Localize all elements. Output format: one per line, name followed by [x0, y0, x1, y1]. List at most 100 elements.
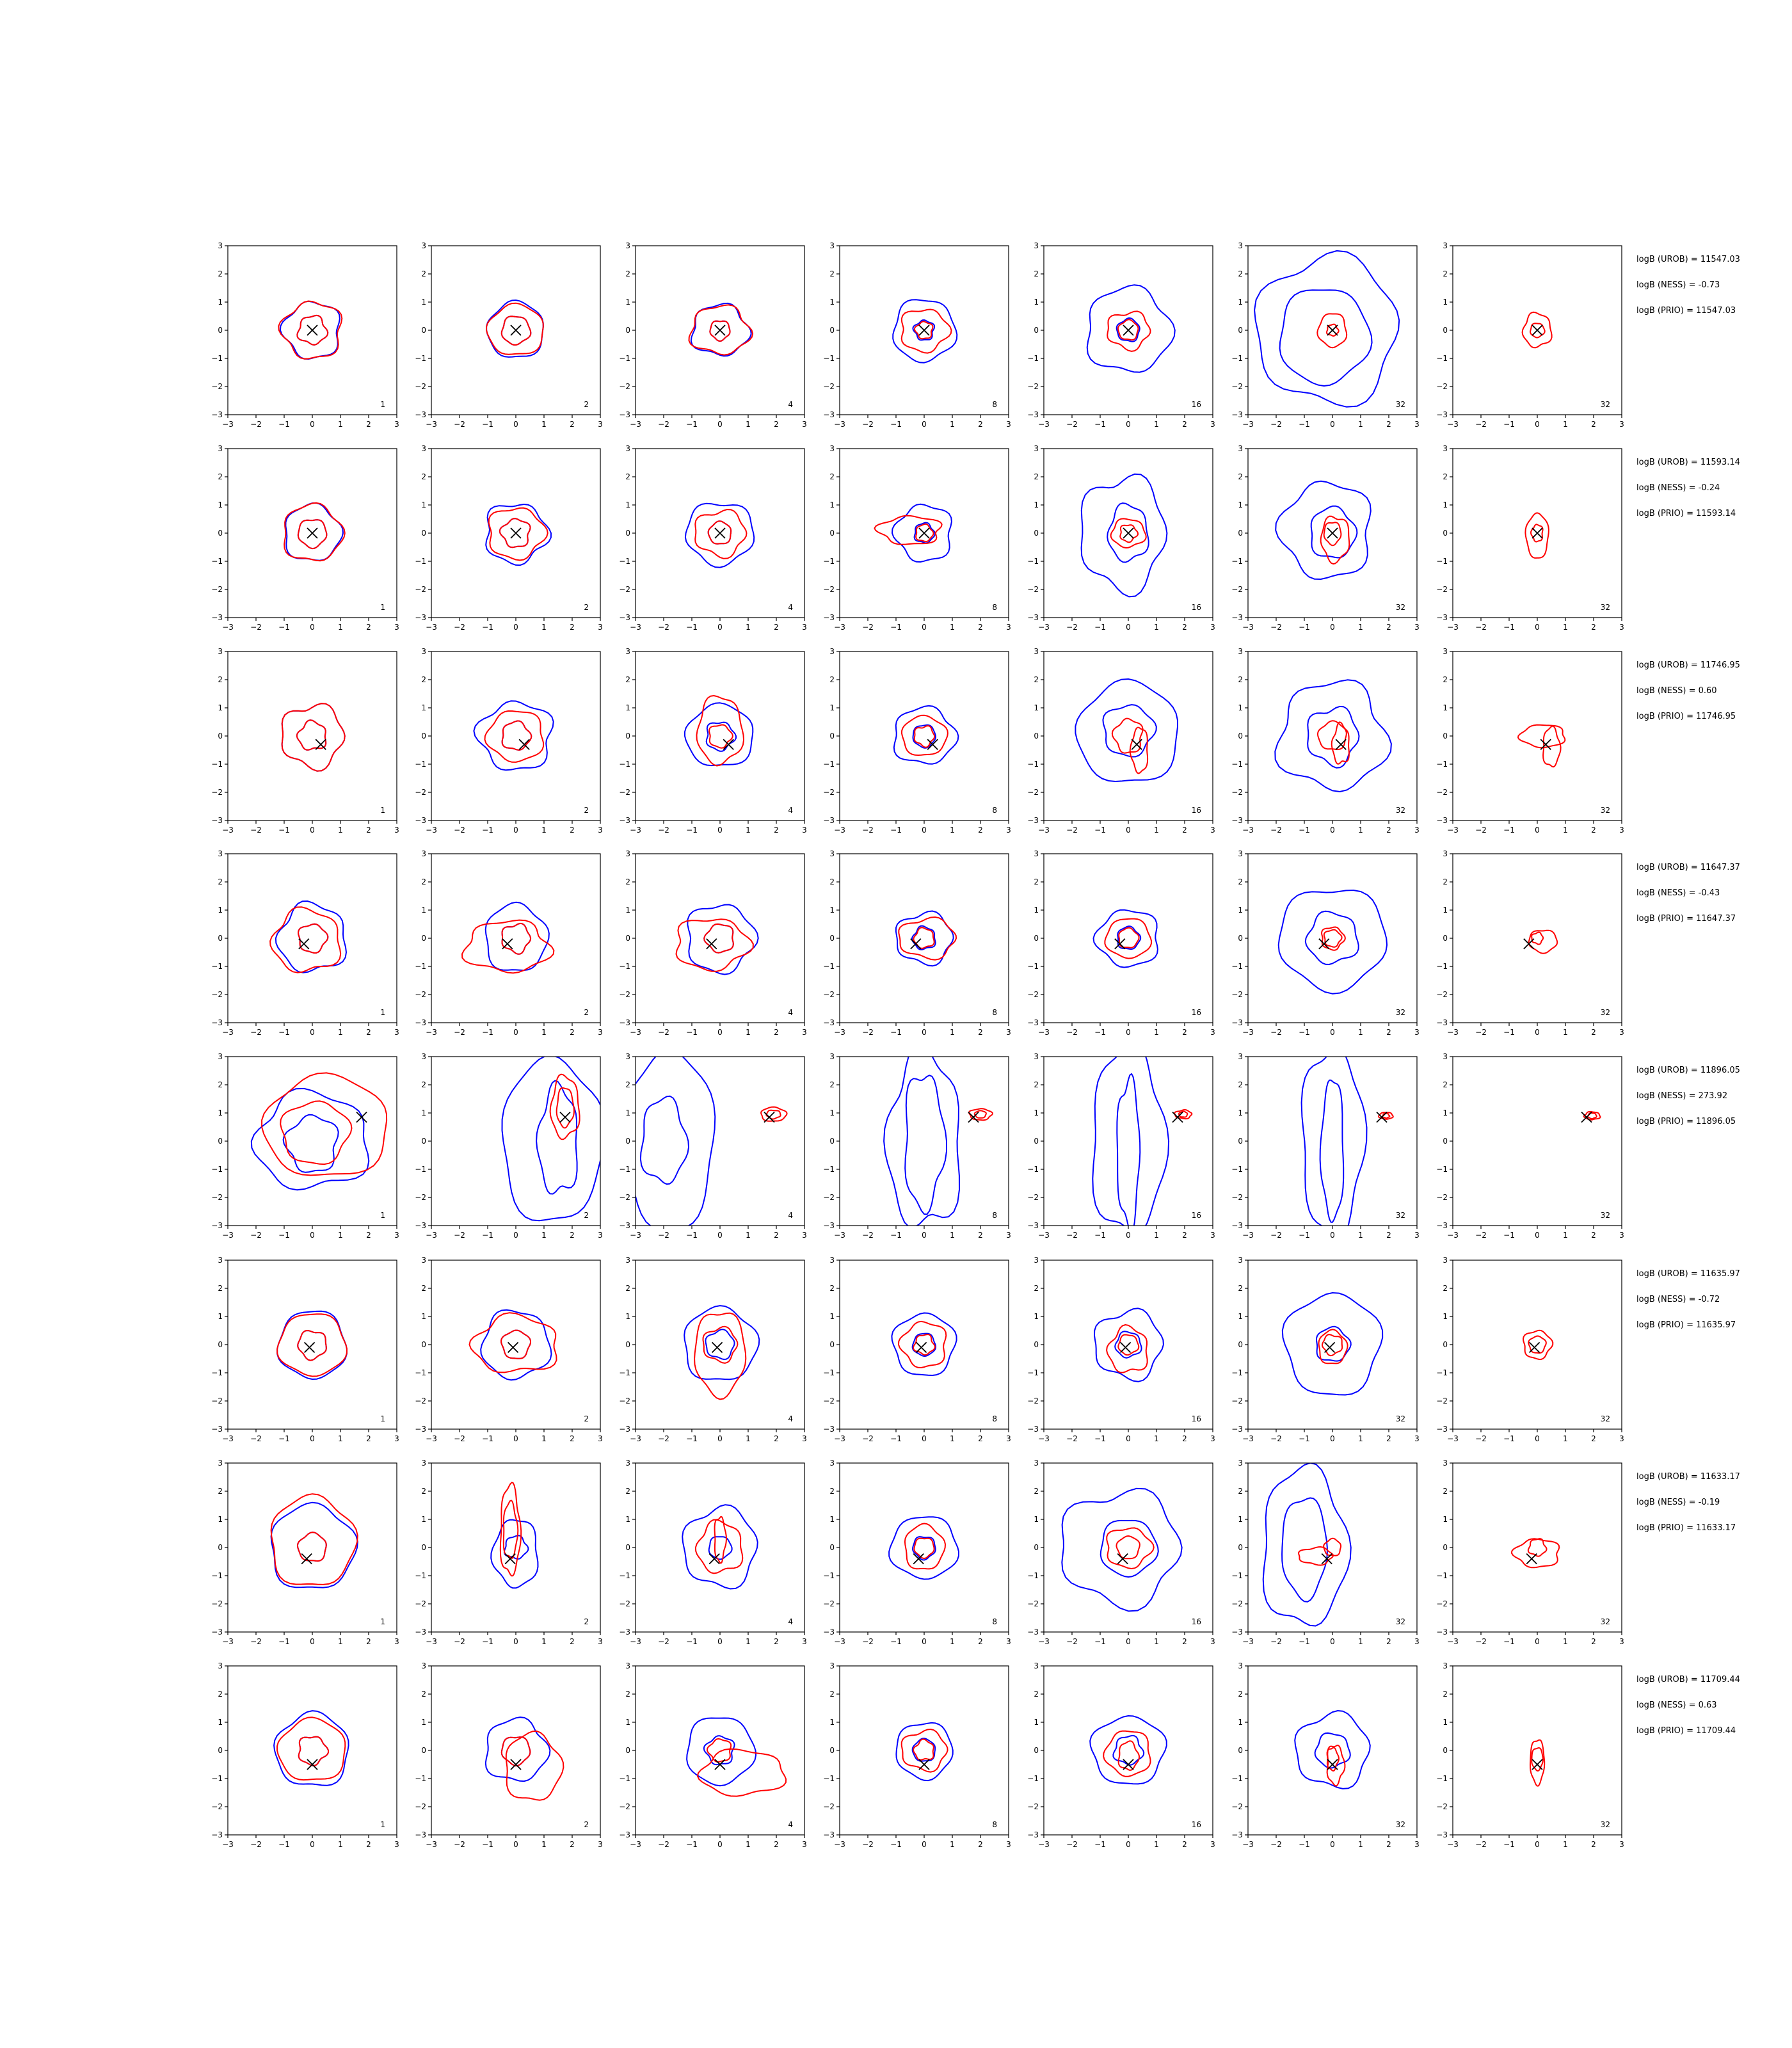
panel-count-label: 4 [788, 1211, 793, 1220]
x-tick-label: 1 [338, 420, 343, 429]
contour-panel: −3−3 −2 −2 −1 −1 0 0 1 1 2 2 3 3 4 [619, 647, 807, 835]
plot-area [1080, 473, 1168, 598]
x-tick-label: −1 [1094, 826, 1106, 835]
y-tick-label: −2 [823, 1599, 835, 1608]
y-tick-label: 1 [1034, 1718, 1039, 1727]
y-tick-label: −1 [823, 1571, 835, 1580]
axes-frame [431, 1665, 601, 1836]
truth-marker [1318, 938, 1330, 950]
x-tick-label: 3 [598, 1840, 603, 1849]
x-tick-label: 2 [1386, 623, 1391, 632]
truth-marker [315, 739, 326, 750]
panel-count-label: 8 [992, 1008, 997, 1017]
contour-panel: −3−3 −2 −2 −1 −1 0 0 1 1 2 2 3 3 32 [1436, 1459, 1624, 1646]
panel-count-label: 16 [1192, 806, 1201, 815]
plot-area [684, 1305, 760, 1400]
x-tick-label: −2 [250, 623, 262, 632]
y-tick-label: 2 [218, 1080, 223, 1089]
x-tick-label: 2 [774, 1028, 779, 1037]
x-tick-label: 0 [1330, 1840, 1335, 1849]
logB-stat: logB (UROB) = 11746.95 [1636, 660, 1740, 670]
axes-frame [1043, 1462, 1213, 1633]
y-tick-label: 0 [1034, 934, 1039, 943]
x-tick-label: 3 [802, 826, 807, 835]
truth-marker [507, 1341, 519, 1354]
plot-area [888, 1516, 959, 1580]
x-tick-label: −3 [630, 420, 641, 429]
x-tick-label: 1 [541, 1840, 547, 1849]
blue-contour [892, 503, 952, 563]
blue-contour [1304, 910, 1359, 965]
truth-marker [910, 938, 922, 950]
red-contour [1117, 1740, 1140, 1771]
red-contour [284, 502, 346, 562]
plot-area [684, 695, 754, 767]
y-tick-label: −2 [415, 1599, 426, 1608]
y-tick-label: 1 [421, 1515, 426, 1524]
panel-count-label: 1 [380, 1211, 385, 1220]
x-tick-label: 2 [1386, 826, 1391, 835]
x-tick-label: −1 [1503, 1840, 1515, 1849]
y-tick-label: −2 [211, 788, 223, 797]
x-tick-label: 2 [1386, 1840, 1391, 1849]
axes-frame [1247, 853, 1418, 1023]
panel-count-label: 2 [584, 1211, 589, 1220]
y-tick-label: 3 [1443, 1052, 1448, 1061]
x-tick-label: −1 [890, 1231, 902, 1240]
y-tick-label: −3 [1231, 816, 1243, 825]
x-tick-label: 1 [1563, 1231, 1568, 1240]
blue-contour [1116, 317, 1140, 342]
axes-frame [1452, 1462, 1622, 1633]
y-tick-label: 2 [421, 1487, 426, 1496]
truth-marker [1376, 1111, 1388, 1123]
panel-count-label: 32 [1601, 400, 1610, 409]
figure-row: −3−3−2−2−1−1001122331−3−3−2−2−1−10011223… [211, 1459, 1740, 1646]
blue-contour [687, 904, 759, 975]
x-tick-label: −1 [1503, 1231, 1515, 1240]
x-tick-label: −1 [278, 826, 290, 835]
red-contour [707, 1738, 732, 1763]
y-tick-label: 1 [625, 1515, 630, 1524]
y-tick-label: 2 [421, 877, 426, 886]
x-tick-label: −1 [686, 1434, 698, 1443]
truth-marker [307, 324, 318, 336]
y-tick-label: −2 [619, 990, 630, 999]
panel-count-label: 1 [380, 1820, 385, 1829]
contour-panel: −3−3 −2 −2 −1 −1 0 0 1 1 2 2 3 3 8 [823, 647, 1011, 835]
x-tick-label: −2 [454, 1840, 465, 1849]
truth-marker [706, 938, 717, 950]
y-tick-label: −2 [1231, 1599, 1243, 1608]
red-contour [278, 300, 343, 360]
x-tick-label: 1 [1563, 826, 1568, 835]
x-tick-label: 3 [1210, 1637, 1215, 1646]
plot-area [684, 502, 755, 568]
y-tick-label: 1 [1034, 906, 1039, 915]
y-tick-label: 0 [829, 326, 835, 335]
red-contour [1517, 724, 1566, 749]
panel-count-label: 32 [1601, 1008, 1610, 1017]
x-tick-label: −3 [1447, 826, 1459, 835]
red-contour [1322, 1334, 1343, 1357]
plot-area [1523, 929, 1558, 954]
red-contour [261, 1072, 388, 1176]
y-tick-label: 1 [218, 703, 223, 712]
y-tick-label: 2 [1443, 269, 1448, 278]
x-tick-label: −3 [834, 420, 845, 429]
x-tick-label: 0 [1535, 1840, 1540, 1849]
blue-contour [912, 1536, 936, 1561]
x-tick-label: −1 [482, 826, 493, 835]
x-tick-label: 3 [1619, 420, 1624, 429]
contour-panel: −3−3 −2 −2 −1 −1 0 0 1 1 2 2 3 3 4 [619, 1256, 807, 1443]
red-contour [486, 302, 544, 355]
red-contour [1530, 1739, 1546, 1787]
red-contour [270, 1493, 358, 1585]
y-tick-label: −1 [619, 1368, 630, 1377]
x-tick-label: 1 [950, 1028, 955, 1037]
plot-area [1530, 1739, 1546, 1787]
y-tick-label: 2 [625, 877, 630, 886]
blue-contour [1316, 1325, 1352, 1362]
logB-stat: logB (NESS) = 273.92 [1636, 1091, 1727, 1101]
panel-count-label: 4 [788, 1820, 793, 1829]
y-tick-label: 2 [1443, 675, 1448, 684]
truth-marker [1321, 1553, 1332, 1565]
